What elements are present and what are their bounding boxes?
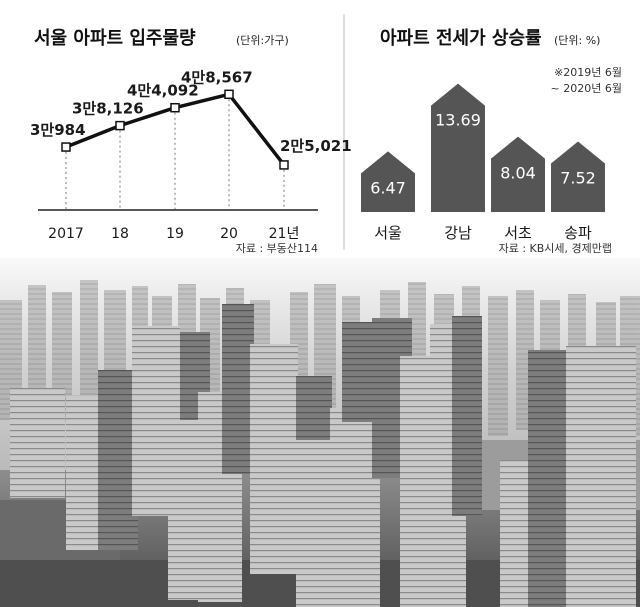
line-value-label: 3만8,126 (72, 100, 144, 118)
bar-arrow (361, 151, 415, 212)
line-value-label: 2만5,021 (280, 137, 352, 155)
line-point (279, 160, 289, 170)
bar-category-label: 서울 (374, 224, 402, 242)
line-point (170, 102, 180, 113)
line-category-label: 2017 (48, 226, 84, 242)
line-category-labels: 2017 18 19 20 21년 (48, 226, 299, 242)
bar-value-label: 8.04 (500, 164, 536, 183)
bar-chart-period-end: ~ 2020년 6월 (551, 82, 622, 95)
bar-category-labels: 서울 강남 서초 송파 (374, 224, 592, 242)
bar-chart-title: 아파트 전세가 상승률 (380, 28, 542, 49)
bar-arrow (491, 136, 545, 212)
city-photo (0, 240, 640, 607)
line-guides (65, 94, 285, 210)
chart-panel (0, 0, 640, 258)
bar-value-label: 7.52 (560, 169, 596, 188)
bar-arrow (431, 83, 485, 212)
line-category-label: 20 (220, 226, 238, 242)
line-markers (61, 89, 289, 170)
line-chart-unit: (단위:가구) (236, 34, 289, 47)
bar-arrow (551, 141, 605, 212)
bar-value-label: 6.47 (370, 178, 406, 197)
bar-value-labels: 6.47 13.69 8.04 7.52 (370, 111, 596, 198)
bar-category-label: 서초 (504, 224, 532, 242)
bar-category-label: 강남 (444, 224, 472, 242)
line-chart-title: 서울 아파트 입주물량 (34, 27, 196, 49)
bar-chart-period-start: ※2019년 6월 (554, 66, 622, 79)
bar-chart-source: 자료 : KB시세, 경제만랩 (499, 242, 612, 255)
line-category-label: 19 (166, 226, 184, 242)
line-chart: 서울 아파트 입주물량 (단위:가구) 3만984 3만8,1264만4,0924… (30, 27, 352, 255)
line-point (224, 89, 234, 100)
line-category-label: 21년 (269, 226, 300, 242)
line-value-label: 4만8,567 (181, 68, 253, 86)
bar-chart-unit: (단위: %) (554, 34, 600, 47)
bar-shapes (361, 83, 605, 212)
line-value-label: 3만984 (30, 121, 86, 139)
line-value-label: 4만4,092 (127, 82, 199, 100)
line-category-label: 18 (111, 226, 129, 242)
line-point (61, 142, 71, 152)
line-chart-source: 자료 : 부동산114 (236, 242, 318, 255)
bar-category-label: 송파 (564, 224, 592, 242)
bar-chart: 아파트 전세가 상승률 (단위: %) ※2019년 6월 ~ 2020년 6월… (361, 28, 622, 255)
line-point (115, 120, 125, 131)
bar-value-label: 13.69 (435, 111, 481, 130)
